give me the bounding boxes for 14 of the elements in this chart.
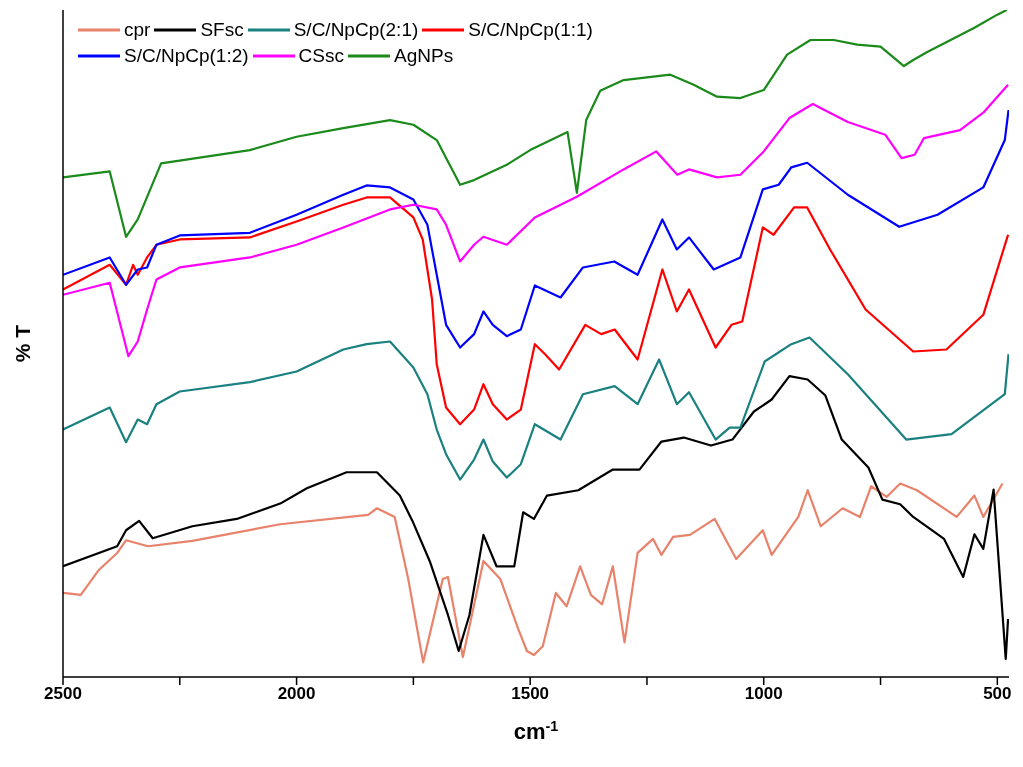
legend-label: S/C/NpCp(2:1) bbox=[292, 19, 419, 40]
legend-label: SFsc bbox=[199, 19, 244, 40]
legend-label: S/C/NpCp(1:1) bbox=[467, 19, 593, 40]
x-axis-title: cm$^{-1}$ bbox=[513, 718, 559, 744]
x-tick-label: 500 bbox=[983, 684, 1012, 704]
x-tick-label: 2000 bbox=[277, 684, 316, 704]
legend-label: S/C/NpCp(1:2) bbox=[123, 45, 249, 66]
x-tick-label: 2500 bbox=[44, 684, 82, 704]
legend-label: AgNPs bbox=[393, 45, 454, 66]
x-tick-label: 1000 bbox=[744, 684, 783, 704]
legend-label: cpr bbox=[123, 19, 151, 40]
legend-label: CSsc bbox=[297, 45, 345, 66]
x-tick-label: 1500 bbox=[511, 684, 550, 704]
y-axis-title: % T bbox=[11, 324, 34, 363]
